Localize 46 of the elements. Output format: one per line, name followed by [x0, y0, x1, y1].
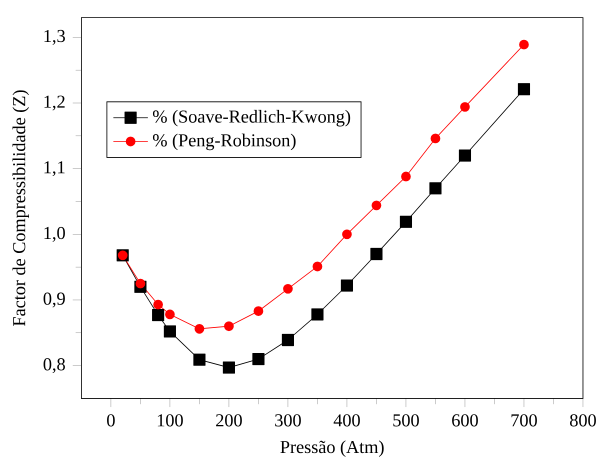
- y-tick-label: 1,3: [44, 30, 65, 45]
- x-tick-label: 600: [452, 414, 478, 426]
- point: [460, 102, 470, 112]
- point: [222, 361, 235, 374]
- point: [401, 171, 411, 182]
- point: [152, 308, 164, 321]
- point: [283, 284, 293, 294]
- point: [252, 352, 264, 365]
- x-tick-label: 0: [107, 414, 115, 426]
- point: [164, 325, 176, 338]
- point: [342, 229, 352, 239]
- point: [430, 133, 440, 144]
- point: [165, 309, 175, 320]
- y-tick-label: 1,0: [44, 226, 65, 242]
- point: [372, 200, 382, 210]
- point: [400, 216, 412, 228]
- point: [254, 306, 264, 316]
- legend-label: % (Soave-Redlich-Kwong): [152, 110, 350, 126]
- point: [311, 308, 324, 320]
- point: [136, 278, 146, 288]
- legend-label: % (Peng-Robinson): [152, 133, 296, 150]
- x-axis-title: Pressão (Atm): [280, 440, 384, 457]
- y-tick-label: 0,9: [44, 292, 65, 308]
- point: [193, 353, 206, 366]
- point: [518, 82, 530, 96]
- x-tick-label: 800: [570, 414, 596, 426]
- y-axis-title: Factor de Compressibilidade (Z): [12, 90, 29, 326]
- y-tick-label: 0,8: [44, 358, 65, 373]
- point: [312, 261, 322, 272]
- point: [224, 321, 234, 331]
- y-tick-label: 1,1: [44, 161, 65, 176]
- x-tick-label: 700: [512, 414, 537, 426]
- point: [153, 299, 163, 310]
- x-tick-label: 400: [334, 414, 360, 426]
- x-tick-label: 500: [393, 414, 419, 426]
- y-tick-label: 1,2: [44, 95, 65, 110]
- point: [194, 324, 204, 334]
- point: [429, 182, 442, 194]
- point: [370, 248, 383, 260]
- point: [458, 149, 472, 162]
- x-tick-label: 300: [275, 414, 301, 426]
- point: [340, 279, 354, 292]
- x-tick-label: 200: [216, 414, 242, 426]
- point: [282, 334, 294, 346]
- point: [519, 39, 529, 50]
- x-tick-label: 100: [158, 414, 183, 426]
